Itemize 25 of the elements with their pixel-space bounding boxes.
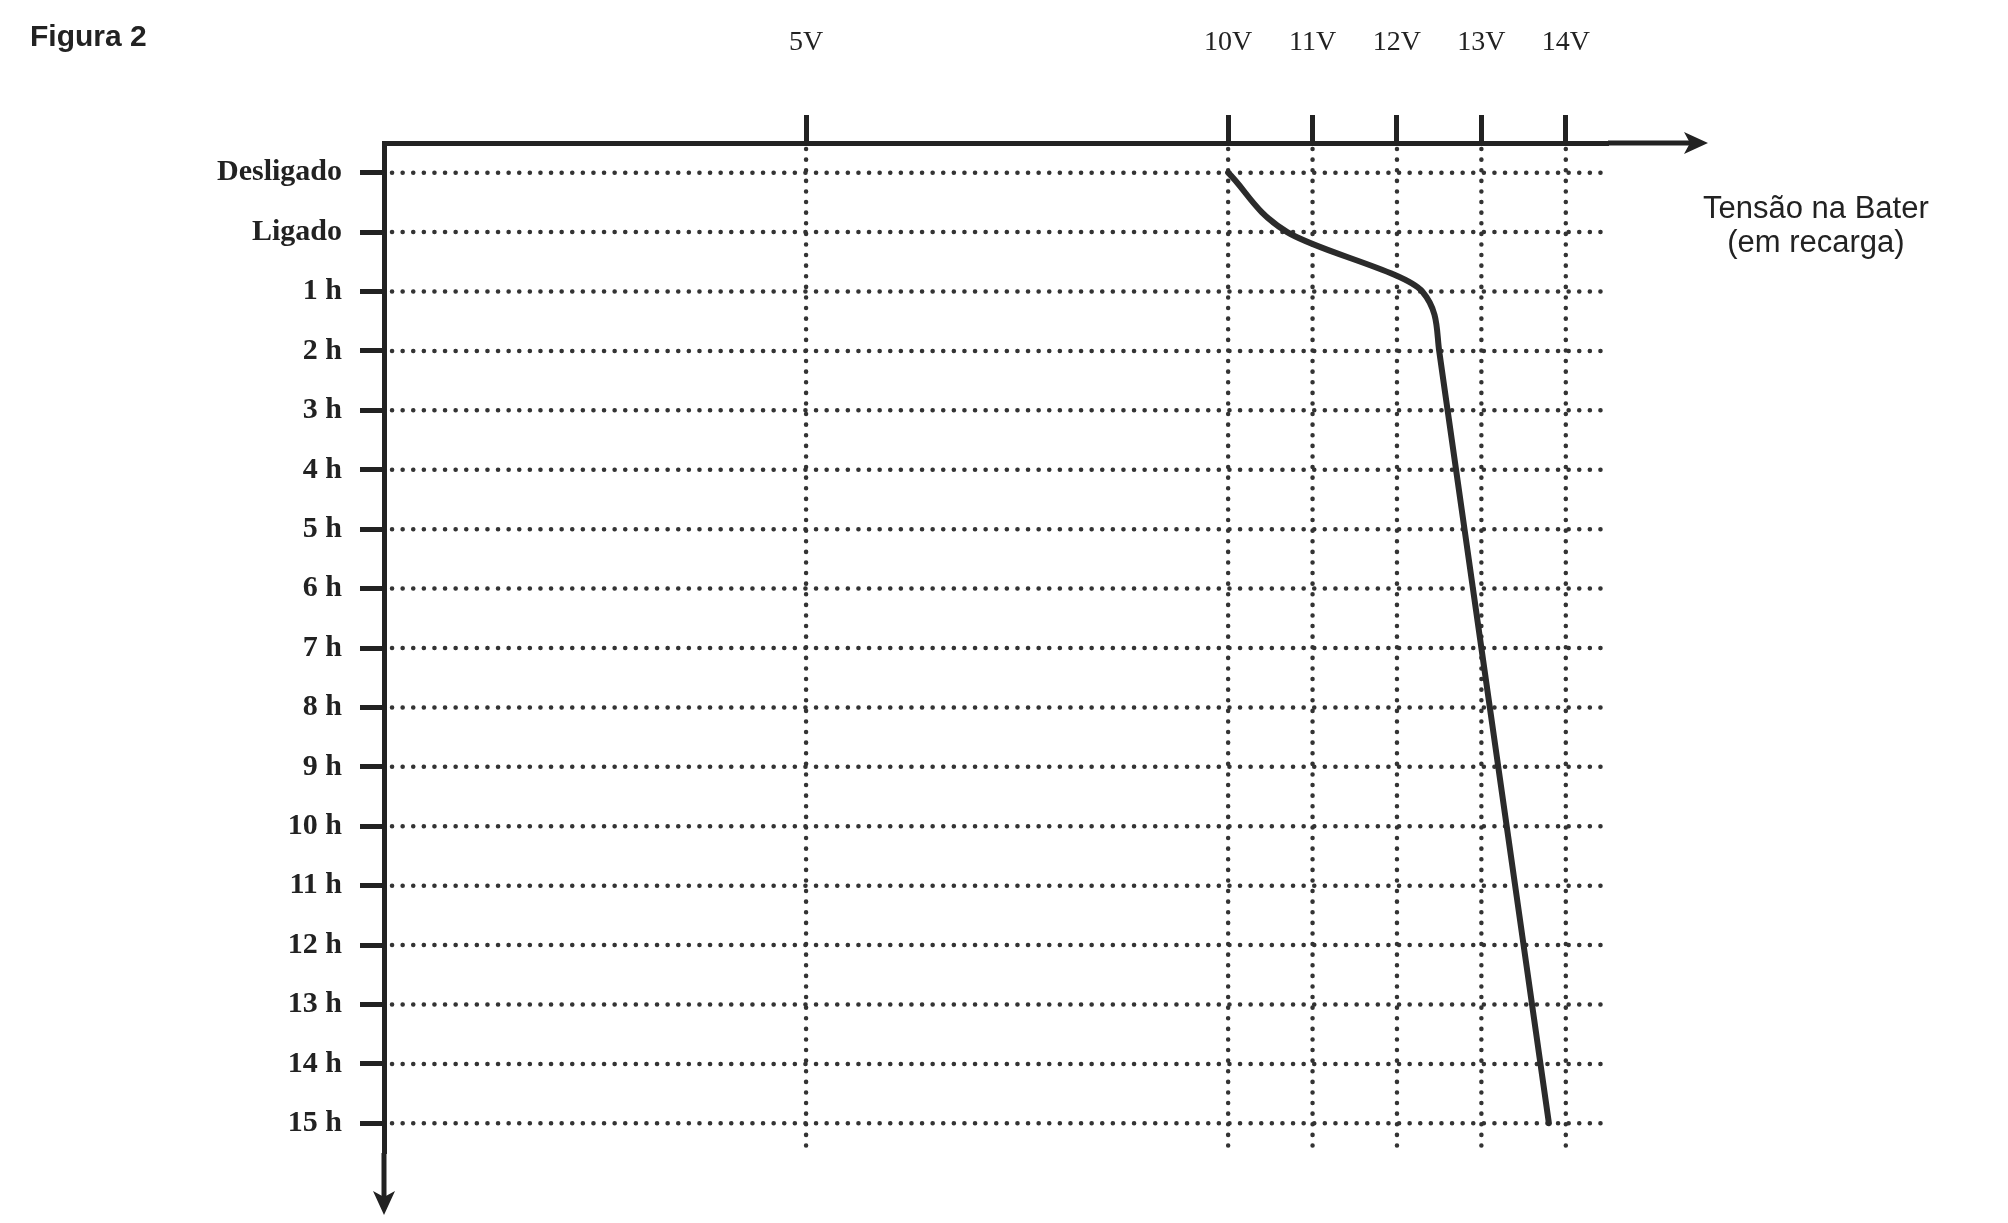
y-tick-label: 4 h	[302, 450, 343, 484]
y-tick-label: 6 h	[302, 569, 343, 603]
x-tick-label: 11V	[1288, 24, 1337, 56]
y-tick-label: 2 h	[302, 331, 343, 365]
x-tick-label: 5V	[788, 24, 824, 56]
y-tick-label: 9 h	[302, 747, 343, 781]
y-tick-label: Desligado	[216, 153, 342, 187]
y-tick-label: 7 h	[302, 628, 343, 662]
y-tick-label: 12 h	[287, 925, 343, 959]
y-tick-label: 1 h	[302, 272, 343, 306]
y-tick-label: 8 h	[302, 688, 343, 722]
text: Figura 2	[30, 19, 147, 53]
x-tick-label: 10V	[1204, 24, 1253, 56]
y-tick-label: Ligado	[251, 212, 342, 246]
x-tick-label: 13V	[1457, 24, 1506, 56]
y-tick-label: 10 h	[287, 806, 343, 840]
y-tick-label: 13 h	[287, 985, 343, 1019]
x-axis-title: Tensão na Bater (em recarga)	[1703, 189, 1929, 259]
y-tick-label: 14 h	[287, 1044, 343, 1078]
y-tick-label: 3 h	[302, 391, 343, 425]
y-tick-label: 15 h	[287, 1104, 343, 1138]
y-tick-label: 5 h	[302, 509, 343, 543]
x-tick-label: 12V	[1372, 24, 1422, 56]
x-tick-label: 14V	[1541, 24, 1590, 56]
y-tick-label: 11 h	[289, 866, 343, 900]
